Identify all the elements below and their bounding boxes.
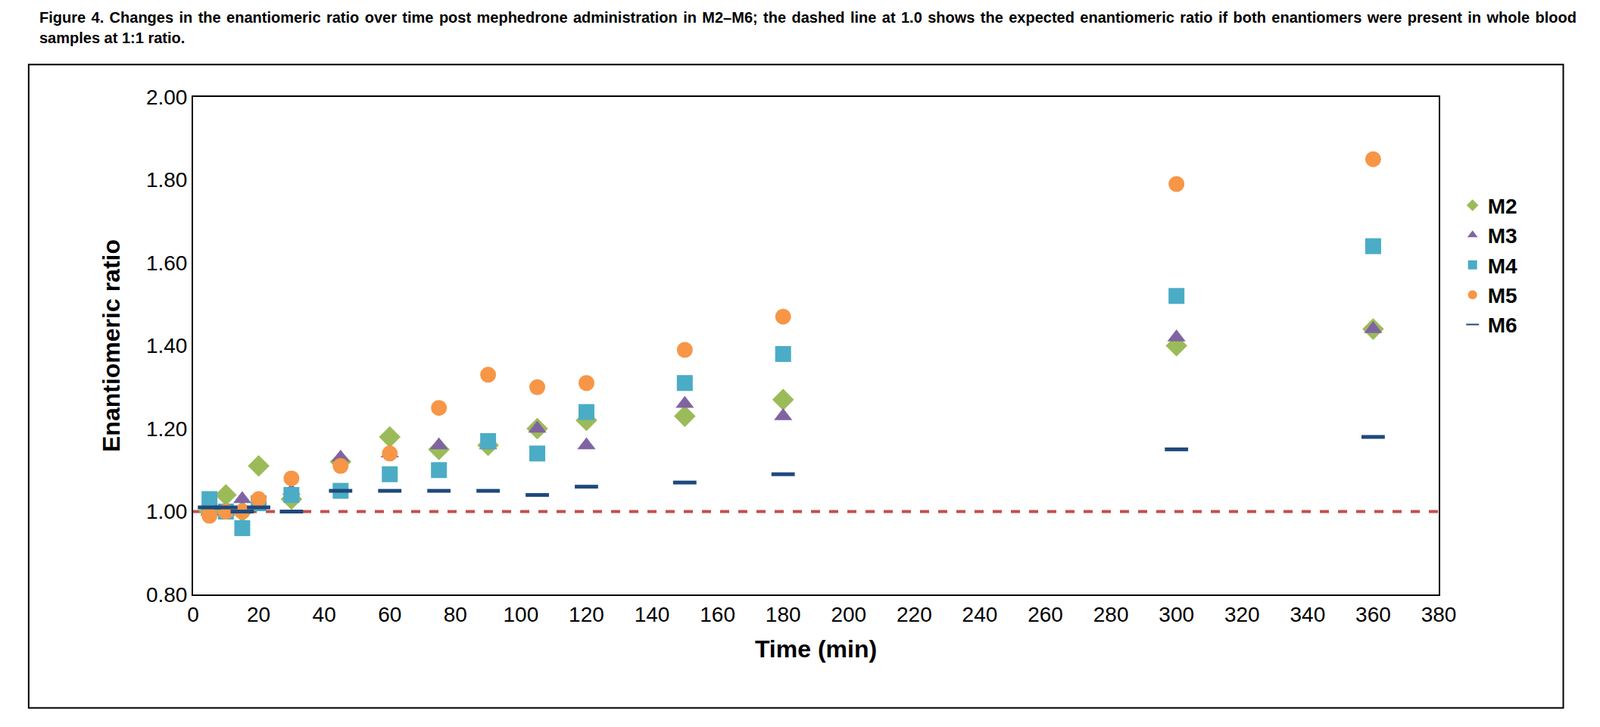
svg-text:Enantiomeric ratio: Enantiomeric ratio [97, 239, 125, 453]
svg-text:M6: M6 [1487, 313, 1518, 337]
svg-text:200: 200 [830, 602, 867, 627]
svg-text:300: 300 [1158, 602, 1195, 627]
svg-text:M4: M4 [1487, 254, 1518, 278]
svg-text:0: 0 [187, 602, 200, 627]
svg-text:40: 40 [312, 602, 337, 627]
svg-text:1.00: 1.00 [146, 499, 188, 524]
svg-text:0.80: 0.80 [146, 583, 188, 607]
svg-text:360: 360 [1355, 602, 1392, 627]
svg-text:M2: M2 [1487, 194, 1518, 219]
svg-text:1.80: 1.80 [146, 168, 188, 192]
svg-text:80: 80 [443, 602, 468, 627]
svg-text:20: 20 [246, 602, 271, 627]
svg-text:220: 220 [896, 602, 933, 627]
svg-text:M5: M5 [1487, 283, 1518, 308]
svg-text:240: 240 [962, 602, 999, 627]
svg-text:2.00: 2.00 [146, 85, 188, 110]
svg-text:100: 100 [503, 602, 540, 627]
svg-text:140: 140 [634, 602, 671, 627]
svg-text:180: 180 [765, 602, 802, 627]
html-text:Figure 4. Changes in the enant: Figure 4. Changes in the enantiomeric ra… [39, 9, 1577, 47]
svg-text:1.60: 1.60 [146, 251, 188, 275]
svg-text:380: 380 [1421, 602, 1457, 627]
svg-text:340: 340 [1289, 602, 1326, 627]
svg-text:280: 280 [1093, 602, 1130, 627]
svg-text:1.40: 1.40 [146, 333, 188, 358]
svg-text:320: 320 [1224, 602, 1261, 627]
svg-text:M3: M3 [1487, 224, 1518, 248]
svg-text:260: 260 [1027, 602, 1064, 627]
svg-text:120: 120 [568, 602, 605, 627]
svg-text:60: 60 [377, 602, 402, 627]
svg-text:160: 160 [699, 602, 736, 627]
svg-text:1.20: 1.20 [146, 417, 188, 441]
svg-text:Time (min): Time (min) [754, 635, 877, 663]
